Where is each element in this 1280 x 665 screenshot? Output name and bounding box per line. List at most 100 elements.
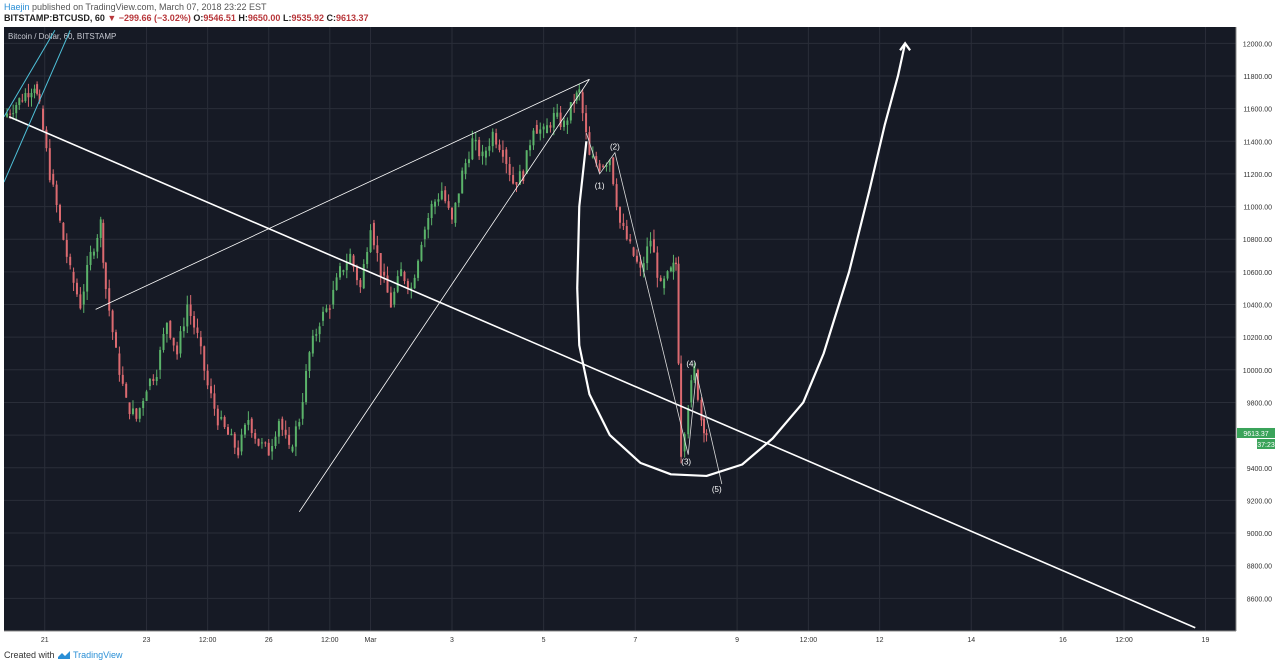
candle-body (488, 146, 491, 151)
candle-body (155, 377, 158, 381)
candle-body (457, 193, 460, 203)
y-tick-label: 9800.00 (1247, 400, 1272, 407)
high-value: 9650.00 (247, 13, 281, 23)
candlestick-chart[interactable]: Bitcoin / Dollar, 60, BITSTAMP 12000.00 11… (3, 27, 1276, 647)
candle-body (176, 345, 179, 355)
y-tick-label: 11000.00 (1243, 205, 1272, 212)
candle-body (369, 230, 372, 253)
candle-body (311, 335, 314, 354)
tradingview-brand[interactable]: TradingView (58, 650, 123, 660)
wave-label: (3) (681, 457, 691, 466)
candle-body (45, 129, 48, 149)
candle-body (598, 163, 601, 171)
candle-body (131, 408, 134, 415)
candle-body (575, 92, 578, 101)
candle-body (9, 113, 12, 115)
candle-body (203, 346, 206, 371)
candle-body (69, 256, 72, 266)
candle-body (42, 108, 45, 130)
candle-body (700, 399, 703, 421)
candle-body (55, 184, 58, 206)
candle-body (237, 447, 240, 456)
candle-body (632, 247, 635, 256)
candle-body (406, 281, 409, 290)
candle-body (15, 105, 18, 114)
candle-body (82, 291, 85, 305)
candle-body (566, 120, 569, 125)
last-price-tag (1237, 427, 1275, 438)
candle-body (254, 433, 257, 439)
candle-body (705, 433, 708, 436)
candle-body (703, 418, 705, 434)
candle-body (434, 201, 437, 207)
candle-body (359, 280, 362, 288)
fib-line-2 (3, 30, 71, 183)
plot-background (4, 27, 1236, 631)
footer: Created with TradingView (0, 647, 1280, 665)
candle-body (206, 370, 209, 386)
low-value: 9535.92 (291, 13, 325, 23)
candle-body (639, 261, 642, 268)
candle-body (325, 308, 328, 312)
candle-body (12, 113, 15, 115)
candle-body (86, 264, 89, 292)
candle-body (21, 100, 24, 102)
candle-body (274, 436, 277, 447)
candle-body (474, 139, 477, 142)
candle-body (417, 260, 420, 278)
candle-body (400, 269, 403, 277)
candle-body (410, 287, 413, 290)
candle-body (179, 331, 182, 354)
candle-body (672, 262, 675, 272)
candle-body (342, 270, 345, 272)
candle-body (349, 253, 352, 264)
candle-body (413, 277, 416, 289)
candle-body (563, 120, 565, 127)
candle-body (666, 271, 669, 279)
candle-body (659, 277, 662, 282)
candle-body (96, 237, 99, 252)
ohlc-line: BITSTAMP:BTCUSD, 60 ▼ −299.66 (−3.02%) O… (4, 13, 369, 23)
candle-body (569, 102, 572, 121)
descending-trendline (8, 116, 1196, 629)
chart-title: Bitcoin / Dollar, 60, BITSTAMP (8, 32, 116, 41)
candle-body (99, 219, 102, 238)
y-tick-label: 11600.00 (1243, 107, 1272, 114)
candle-body (148, 378, 151, 387)
tradingview-logo-icon (58, 651, 70, 659)
candle-body (451, 207, 453, 220)
candle-body (539, 129, 542, 134)
candle-body (352, 255, 355, 267)
y-tick-label: 8600.00 (1247, 596, 1272, 603)
candle-body (125, 383, 128, 398)
author-link[interactable]: Haejin (4, 2, 30, 12)
candle-body (6, 113, 9, 117)
candle-body (591, 156, 594, 158)
candle-body (220, 417, 223, 419)
candle-body (696, 369, 699, 400)
candle-body (525, 150, 528, 174)
candle-body (172, 337, 175, 346)
y-tick-label: 11800.00 (1243, 74, 1272, 81)
publish-info: Haejin published on TradingView.com, Mar… (4, 2, 267, 12)
candle-body (552, 112, 555, 128)
candle-body (284, 429, 287, 435)
candle-body (145, 391, 148, 401)
high-label: H: (238, 13, 248, 23)
candle-body (288, 434, 291, 445)
candle-body (471, 138, 474, 160)
candle-body (478, 139, 481, 157)
candle-body (423, 229, 426, 240)
candle-body (240, 434, 243, 452)
grid (4, 27, 1236, 631)
x-tick-label: 5 (542, 637, 546, 644)
candle-body (693, 365, 696, 381)
chart-area[interactable]: Bitcoin / Dollar, 60, BITSTAMP 12000.00 11… (3, 27, 1276, 647)
candle-body (646, 246, 649, 264)
candle-body (189, 304, 192, 317)
candle-body (393, 291, 396, 305)
candle-body (104, 262, 107, 290)
x-tick-label: 14 (967, 637, 975, 644)
close-label: C: (326, 13, 337, 23)
candle-body (362, 264, 365, 289)
